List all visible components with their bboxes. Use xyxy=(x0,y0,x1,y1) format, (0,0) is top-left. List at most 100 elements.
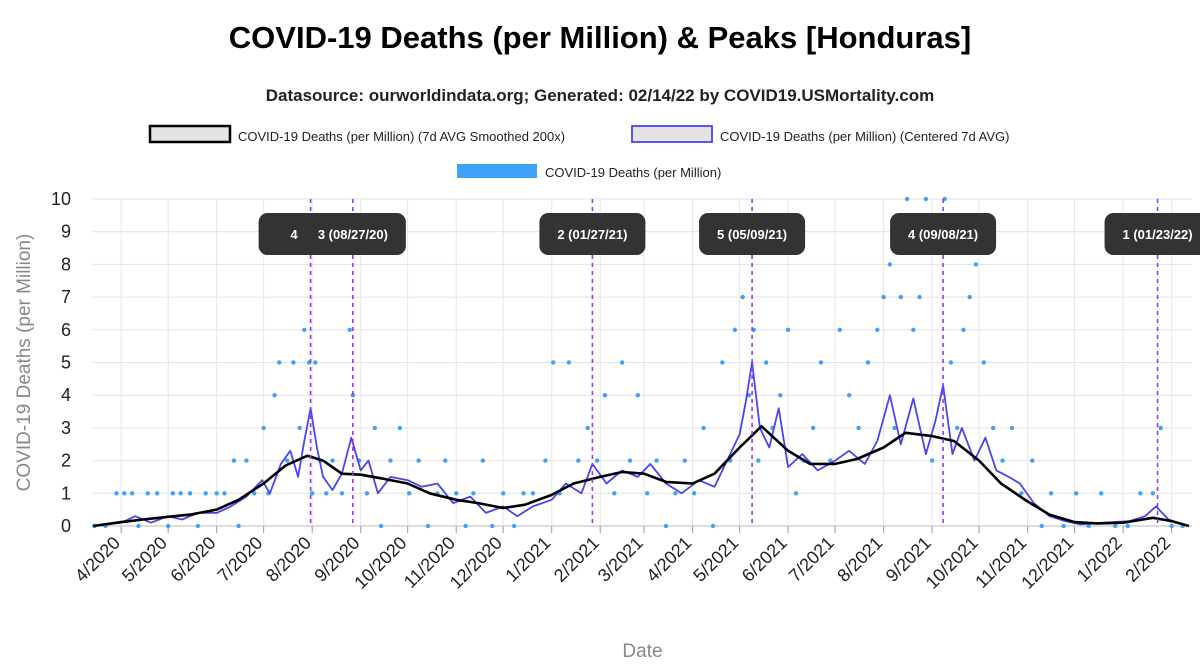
daily-point xyxy=(309,491,315,496)
daily-point xyxy=(511,523,517,529)
daily-point xyxy=(261,425,266,431)
daily-point xyxy=(981,360,986,365)
daily-point xyxy=(297,425,302,431)
x-tick-label: 1/2022 xyxy=(1073,533,1126,586)
daily-point xyxy=(837,327,842,332)
daily-point xyxy=(407,491,412,496)
daily-point xyxy=(252,491,257,496)
daily-point xyxy=(284,458,290,463)
daily-point xyxy=(673,491,678,496)
daily-point xyxy=(911,327,916,332)
x-tick-label: 10/2021 xyxy=(922,533,982,593)
daily-point xyxy=(967,294,972,300)
daily-point xyxy=(818,360,824,365)
daily-point xyxy=(195,523,201,529)
legend: COVID-19 Deaths (per Million) (7d AVG Sm… xyxy=(148,124,1009,180)
daily-point xyxy=(898,294,904,300)
x-tick-label: 6/2020 xyxy=(166,533,219,586)
daily-point xyxy=(463,523,468,529)
daily-point xyxy=(793,491,799,496)
y-tick-label: 9 xyxy=(61,222,71,242)
daily-point xyxy=(948,360,954,365)
y-tick-label: 7 xyxy=(61,287,71,307)
daily-point xyxy=(170,491,176,496)
daily-point xyxy=(785,327,791,332)
daily-point xyxy=(543,458,548,463)
daily-point xyxy=(272,393,277,398)
daily-point xyxy=(904,196,910,202)
daily-point xyxy=(425,523,431,529)
daily-point xyxy=(1138,491,1143,496)
y-tick-label: 0 xyxy=(61,516,71,536)
daily-point xyxy=(1098,491,1104,496)
y-tick-label: 8 xyxy=(61,254,71,274)
daily-point xyxy=(454,491,459,496)
x-tick-label: 10/2020 xyxy=(350,533,410,593)
x-tick-label: 3/2021 xyxy=(594,533,647,586)
series-centered-line xyxy=(92,361,1190,527)
daily-point xyxy=(720,360,725,365)
peak-label-box xyxy=(539,213,646,255)
daily-point xyxy=(1086,523,1091,529)
daily-point xyxy=(178,491,183,496)
daily-point xyxy=(619,360,625,365)
daily-point xyxy=(892,425,897,431)
daily-point xyxy=(244,458,249,463)
daily-point xyxy=(339,491,345,496)
daily-point xyxy=(865,360,871,365)
x-tick-label: 12/2020 xyxy=(446,533,506,593)
daily-point xyxy=(923,196,929,202)
daily-point xyxy=(154,491,160,496)
daily-point xyxy=(612,491,617,496)
y-tick-label: 5 xyxy=(61,353,71,373)
daily-point xyxy=(330,458,335,463)
daily-point xyxy=(973,262,979,267)
daily-point xyxy=(644,491,650,496)
daily-point xyxy=(682,458,687,463)
daily-point xyxy=(364,491,370,496)
daily-point xyxy=(654,458,659,463)
peak-label: 5 (05/09/21) xyxy=(717,227,787,242)
daily-point xyxy=(954,425,960,431)
daily-point xyxy=(521,491,526,496)
daily-point xyxy=(129,491,135,496)
daily-point xyxy=(231,458,237,463)
daily-point xyxy=(347,327,352,332)
x-tick-label: 6/2021 xyxy=(738,533,791,586)
daily-point xyxy=(576,458,581,463)
daily-point xyxy=(122,491,127,496)
peaks: 4 (07/23 (08/27/20)2 (01/27/21)5 (05/09/… xyxy=(258,199,1200,526)
chart-title: COVID-19 Deaths (per Million) & Peaks [H… xyxy=(228,20,972,55)
legend-label-daily: COVID-19 Deaths (per Million) xyxy=(545,165,721,180)
x-tick-label: 8/2020 xyxy=(262,533,315,586)
daily-point xyxy=(236,523,241,529)
peak-label: 4 (09/08/21) xyxy=(908,227,978,242)
daily-point xyxy=(1113,523,1118,529)
y-tick-label: 6 xyxy=(61,320,71,340)
daily-point xyxy=(710,523,716,529)
daily-point xyxy=(585,425,590,431)
daily-point xyxy=(471,491,476,496)
daily-point xyxy=(187,491,193,496)
daily-point xyxy=(1019,491,1024,496)
daily-point xyxy=(416,458,421,463)
daily-point xyxy=(443,458,448,463)
peak-label-box xyxy=(699,213,806,255)
daily-point xyxy=(222,491,227,496)
peak-label: 2 (01/27/21) xyxy=(557,227,627,242)
daily-point xyxy=(691,491,697,496)
x-axis-title: Date xyxy=(622,641,662,662)
daily-point xyxy=(136,523,141,529)
legend-label-centered: COVID-19 Deaths (per Million) (Centered … xyxy=(720,129,1009,144)
daily-point xyxy=(372,425,377,431)
daily-point xyxy=(740,294,745,300)
daily-point xyxy=(635,393,641,398)
daily-point xyxy=(701,425,706,431)
daily-point xyxy=(756,458,761,463)
daily-point xyxy=(778,393,783,398)
x-tick-label: 7/2021 xyxy=(785,533,838,586)
x-tick-label: 8/2021 xyxy=(833,533,886,586)
y-tick-label: 3 xyxy=(61,418,71,438)
daily-point xyxy=(490,523,495,529)
